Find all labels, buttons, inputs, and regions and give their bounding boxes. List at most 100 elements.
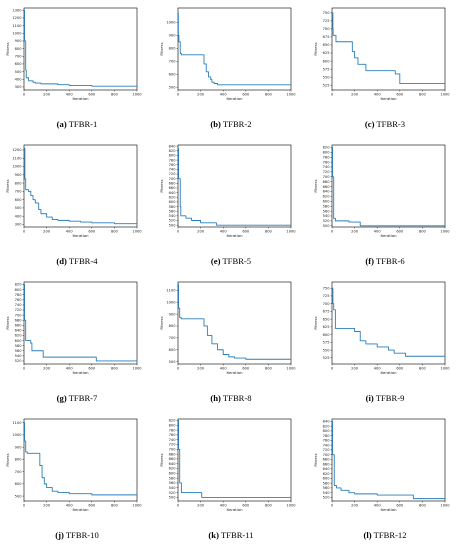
y-tick-label: 900	[169, 34, 177, 38]
y-tick-label: 680	[169, 182, 177, 186]
y-tick-label: 660	[323, 462, 331, 466]
y-tick-label: 300	[15, 223, 23, 227]
y-tick-label: 580	[15, 344, 23, 348]
fitness-series-line	[24, 147, 137, 225]
y-tick-label: 700	[15, 54, 23, 58]
line-chart-a: 0 200 400 600 800 1000 300 400 500 600 700 800 900 10…	[5, 7, 142, 101]
caption-letter: (b)	[210, 119, 221, 129]
y-tick-label: 760	[323, 160, 331, 164]
plot-frame	[23, 281, 138, 365]
plot-frame	[23, 7, 138, 91]
y-tick-label: 1300	[12, 8, 22, 12]
x-tick-label: 600	[396, 93, 404, 97]
caption-letter: (j)	[55, 530, 64, 540]
x-tick-label: 400	[374, 367, 382, 371]
y-tick-label: 900	[15, 173, 23, 177]
y-tick-label: 740	[169, 438, 177, 442]
plot-frame	[177, 418, 292, 502]
x-tick-label: 800	[265, 93, 273, 97]
y-tick-label: 700	[169, 60, 177, 64]
y-tick-label: 620	[169, 195, 177, 199]
x-tick-label: 200	[351, 93, 359, 97]
y-tick-label: 700	[323, 453, 331, 457]
y-tick-label: 540	[323, 214, 331, 218]
y-tick-label: 600	[15, 339, 23, 343]
y-tick-label: 660	[323, 185, 331, 189]
line-chart-k: 0 200 400 600 800 100050052054056058060062064…	[159, 418, 296, 512]
x-tick-label: 1000	[286, 504, 296, 508]
x-tick-label: 400	[220, 367, 228, 371]
caption-e: (e) TFBR-5	[154, 256, 308, 266]
y-tick-label: 1000	[12, 31, 22, 35]
fitness-series-line	[332, 12, 445, 85]
x-tick-label: 1000	[132, 367, 142, 371]
y-tick-label: 760	[323, 439, 331, 443]
x-tick-label: 0	[23, 230, 26, 234]
y-tick-label: 800	[15, 458, 23, 462]
caption-letter: (k)	[208, 530, 219, 540]
y-tick-label: 800	[169, 423, 177, 427]
plot-frame	[331, 144, 446, 228]
x-tick-label: 200	[43, 230, 51, 234]
caption-title: TFBR-3	[376, 119, 406, 129]
x-tick-label: 200	[351, 230, 359, 234]
caption-letter: (l)	[363, 530, 372, 540]
y-tick-label: 700	[169, 336, 177, 340]
y-tick-label: 400	[15, 214, 23, 218]
x-tick-label: 600	[88, 367, 96, 371]
y-tick-label: 625	[323, 51, 330, 55]
y-tick-label: 560	[169, 209, 177, 213]
x-tick-label: 800	[265, 504, 273, 508]
y-tick-label: 1100	[166, 289, 176, 293]
x-tick-label: 600	[396, 367, 404, 371]
x-tick-label: 1000	[286, 230, 296, 234]
x-tick-label: 600	[242, 504, 250, 508]
x-axis-label: Iteration	[380, 370, 397, 375]
chart-panel-b: 0 200 400 600 800 1000 500 600 700 800 900 1000 Iter…	[154, 0, 308, 137]
y-tick-label: 500	[169, 86, 177, 90]
y-tick-label: 600	[323, 333, 331, 337]
line-chart-g: 0 200 400 600 800 100052054056058060062064066…	[5, 281, 142, 375]
y-axis-label: Fitness	[159, 316, 164, 329]
y-tick-label: 700	[15, 190, 23, 194]
y-axis-label: Fitness	[313, 453, 318, 466]
y-axis-label: Fitness	[159, 453, 164, 466]
caption-letter: (e)	[210, 256, 221, 266]
y-tick-label: 640	[169, 191, 177, 195]
y-tick-label: 1000	[12, 433, 22, 437]
line-chart-d: 0 200 400 600 800 1000 300 400 500 600 700 800 900 10…	[5, 144, 142, 238]
y-tick-label: 1000	[12, 165, 22, 169]
y-axis-label: Fitness	[5, 179, 10, 192]
x-tick-label: 800	[419, 230, 427, 234]
line-chart-i: 0 200 400 600 800 1000 525 550 575 600 625 650 675 70…	[313, 281, 450, 375]
y-tick-label: 800	[15, 181, 23, 185]
y-tick-label: 520	[169, 219, 177, 223]
plot-frame	[331, 281, 446, 365]
chart-panel-f: 0 200 400 600 800 1000 500 520 540 560 580 600 620 64…	[308, 137, 462, 274]
y-tick-label: 640	[15, 329, 23, 333]
y-tick-label: 640	[169, 462, 177, 466]
y-tick-label: 550	[323, 348, 331, 352]
y-tick-label: 680	[323, 458, 331, 462]
y-tick-label: 740	[323, 165, 331, 169]
y-tick-label: 525	[323, 83, 330, 87]
y-tick-label: 800	[169, 47, 177, 51]
y-tick-label: 700	[169, 447, 177, 451]
y-tick-label: 1200	[12, 16, 22, 20]
y-tick-label: 700	[15, 313, 23, 317]
caption-a: (a) TFBR-1	[0, 119, 154, 129]
x-tick-label: 400	[220, 93, 228, 97]
y-tick-label: 540	[169, 486, 177, 490]
fitness-series-line	[332, 147, 445, 227]
caption-letter: (f)	[365, 256, 374, 266]
y-tick-label: 650	[323, 317, 331, 321]
y-tick-label: 500	[323, 224, 331, 228]
fitness-series-line	[332, 287, 445, 357]
y-tick-label: 560	[169, 481, 177, 485]
plot-frame	[331, 7, 446, 91]
y-tick-label: 800	[169, 324, 177, 328]
y-tick-label: 725	[323, 294, 330, 298]
x-tick-label: 600	[242, 367, 250, 371]
y-tick-label: 500	[169, 223, 177, 227]
y-tick-label: 820	[169, 149, 177, 153]
